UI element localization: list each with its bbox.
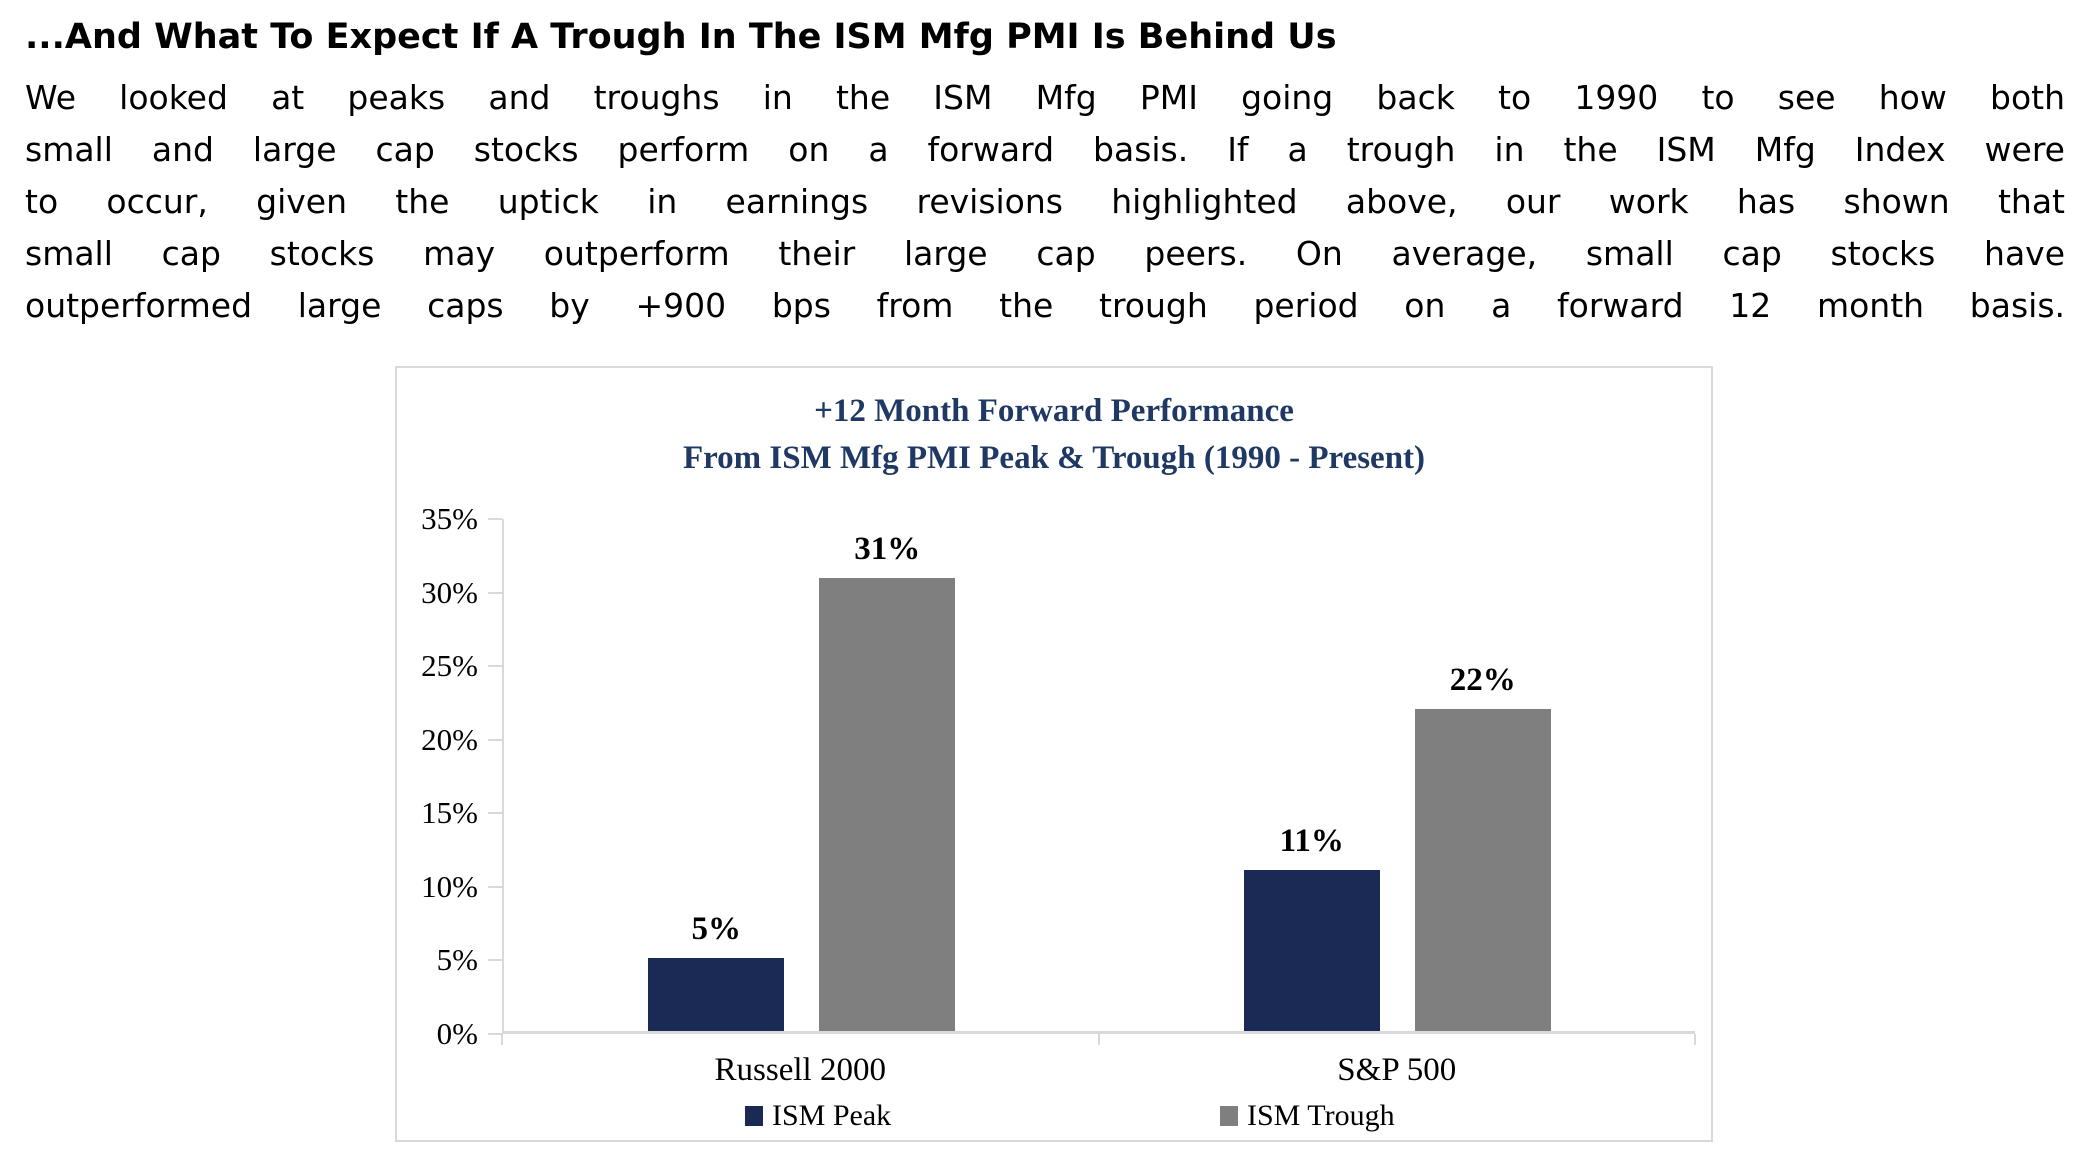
y-axis-tick — [488, 591, 502, 594]
y-axis-tick — [488, 1033, 502, 1035]
legend: ISM Peak ISM Trough — [397, 1099, 1711, 1139]
category-group-s-p-500: 11% 22% — [1100, 519, 1696, 1031]
paragraph-line: small and large cap stocks perform on a … — [25, 130, 2065, 169]
paragraph-line: We looked at peaks and troughs in the IS… — [25, 78, 2065, 117]
category-label-russell-2000: Russell 2000 — [714, 1052, 886, 1088]
bar-value-label: 31% — [854, 530, 921, 567]
legend-marker-icon — [1220, 1106, 1238, 1126]
chart-card: +12 Month Forward Performance From ISM M… — [395, 366, 1713, 1142]
x-axis-tick — [1097, 1034, 1100, 1045]
y-axis-label: 0% — [436, 1016, 478, 1051]
bar-ism-peak-russell-2000: 5% — [648, 911, 785, 1031]
legend-marker-icon — [745, 1106, 763, 1126]
y-axis-label: 25% — [421, 648, 478, 684]
y-axis-tick — [488, 885, 502, 888]
chart-title: +12 Month Forward Performance From ISM M… — [397, 388, 1711, 482]
report-page: ...And What To Expect If A Trough In The… — [0, 14, 2090, 1142]
plot: 5% 31% 11% 22% — [502, 519, 1695, 1034]
y-axis-tick — [488, 812, 502, 815]
bar-value-label: 5% — [691, 910, 742, 947]
chart-title-line2: From ISM Mfg PMI Peak & Trough (1990 - P… — [682, 440, 1426, 476]
chart-title-line1: +12 Month Forward Performance — [814, 393, 1294, 429]
bar-value-label: 11% — [1279, 823, 1344, 860]
legend-entry-ism-trough: ISM Trough — [1220, 1099, 1395, 1133]
bar-ism-trough-s-p-500: 22% — [1414, 662, 1551, 1031]
y-axis-label: 15% — [421, 795, 478, 831]
x-axis-tick — [501, 1034, 503, 1045]
paragraph-line: small cap stocks may outperform their la… — [25, 234, 2065, 273]
category-group-russell-2000: 5% 31% — [504, 519, 1100, 1031]
legend-entry-ism-peak: ISM Peak — [745, 1099, 891, 1133]
y-axis-tick — [488, 738, 502, 741]
x-axis-tick — [1694, 1034, 1696, 1045]
y-axis-label: 30% — [421, 574, 478, 610]
category-label-s-p-500: S&P 500 — [1337, 1052, 1457, 1088]
paragraph-line: outperformed large caps by +900 bps from… — [25, 286, 2065, 325]
legend-label: ISM Peak — [772, 1099, 892, 1132]
y-axis-tick — [488, 665, 502, 668]
page-title: ...And What To Expect If A Trough In The… — [25, 17, 1337, 57]
bar-value-label: 22% — [1449, 662, 1516, 699]
bar-ism-trough-russell-2000: 31% — [819, 531, 956, 1031]
y-axis-tick — [488, 518, 502, 520]
paragraph-line: to occur, given the uptick in earnings r… — [25, 182, 2065, 221]
y-axis-label: 5% — [436, 942, 478, 978]
y-axis-label: 10% — [421, 868, 478, 904]
bar-ism-peak-s-p-500: 11% — [1243, 823, 1380, 1031]
category-axis-labels: Russell 2000 S&P 500 — [502, 1052, 1695, 1089]
body-paragraph: We looked at peaks and troughs in the IS… — [25, 72, 2065, 332]
y-axis-label: 20% — [421, 721, 478, 757]
y-axis-label: 35% — [421, 501, 478, 536]
y-axis-tick — [488, 959, 502, 962]
plot-area: 5% 31% 11% 22% 0% 5% 10% 15% 20% 25% 30% 35% — [421, 501, 1696, 1051]
legend-label: ISM Trough — [1247, 1099, 1395, 1132]
